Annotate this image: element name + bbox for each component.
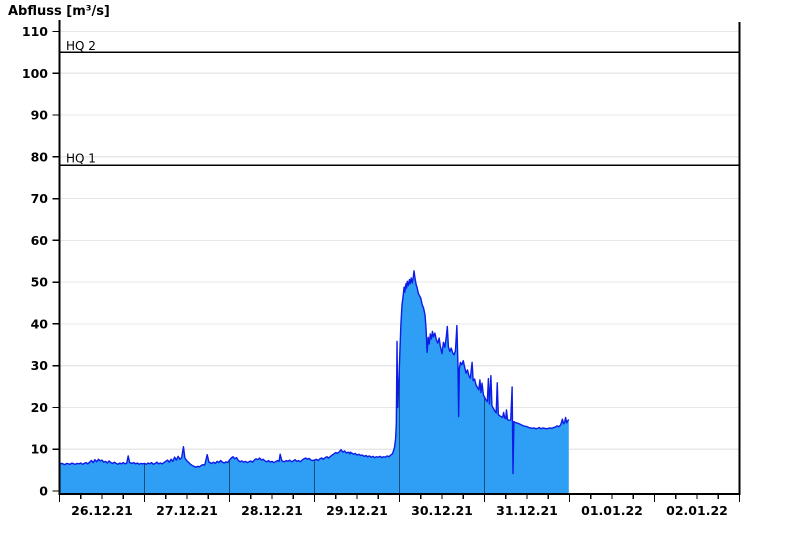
y-tick-label-70: 70 [31,191,49,206]
x-day-label-5: 31.12.21 [496,503,558,518]
y-tick-label-30: 30 [31,358,49,373]
x-day-label-1: 27.12.21 [156,503,218,518]
y-tick-label-80: 80 [31,149,49,164]
x-day-label-7: 02.01.22 [666,503,728,518]
y-tick-label-90: 90 [31,108,49,123]
y-tick-label-110: 110 [22,24,48,39]
y-tick-label-60: 60 [31,233,49,248]
x-day-label-0: 26.12.21 [71,503,133,518]
y-tick-label-0: 0 [39,484,48,499]
x-day-label-3: 29.12.21 [326,503,388,518]
hq-label-2: HQ 2 [66,39,96,53]
x-day-label-2: 28.12.21 [241,503,303,518]
discharge-area [59,270,569,493]
y-tick-label-40: 40 [31,316,49,331]
chart-title: Abfluss [m³/s] [8,4,110,19]
hq-label-1: HQ 1 [66,152,96,166]
discharge-line [59,270,570,475]
y-tick-label-20: 20 [31,400,49,415]
x-day-label-4: 30.12.21 [411,503,473,518]
y-tick-label-10: 10 [31,442,49,457]
x-day-label-6: 01.01.22 [581,503,643,518]
y-tick-label-50: 50 [31,275,49,290]
y-tick-label-100: 100 [22,66,48,81]
